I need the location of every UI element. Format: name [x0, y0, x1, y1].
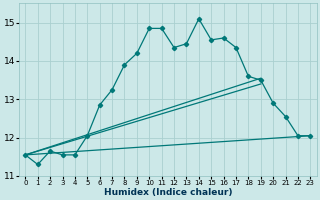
X-axis label: Humidex (Indice chaleur): Humidex (Indice chaleur) — [104, 188, 232, 197]
